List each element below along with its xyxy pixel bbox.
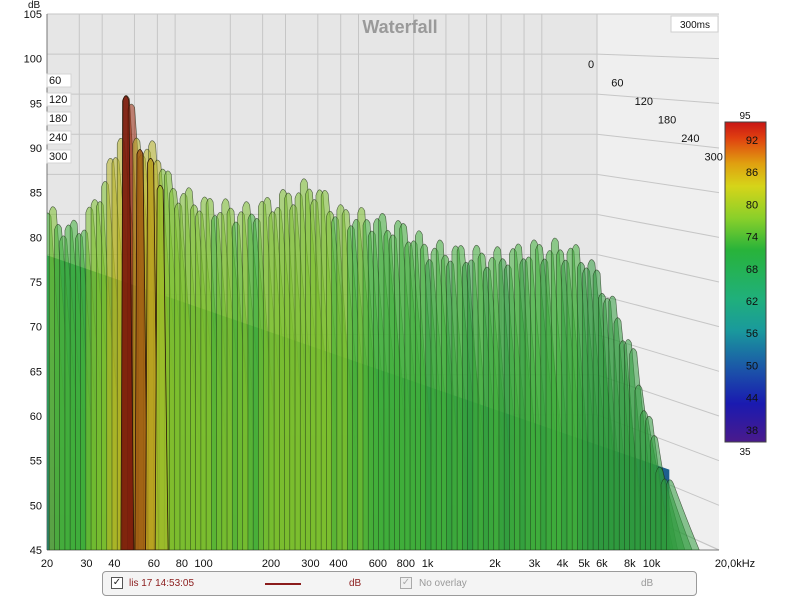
x-tick-label: 3k (529, 558, 541, 570)
colorbar: 95 35 92 86 80 74 68 62 56 50 44 38 (724, 111, 767, 458)
x-tick-label: 10k (643, 558, 661, 570)
y-tick-label: 60 (30, 411, 42, 423)
measurement-label: lis 17 14:53:05 (129, 578, 195, 589)
x-tick-label: 30 (80, 558, 92, 570)
overlay-label: No overlay (419, 578, 467, 589)
time-tick-box (46, 111, 72, 126)
time-tick-label: 60 (49, 75, 61, 87)
surface-peak (154, 184, 169, 550)
x-tick-label: 20,0kHz (715, 558, 755, 570)
colorbar-tick-label: 44 (746, 393, 758, 405)
colorbar-gradient (724, 121, 767, 443)
overlay-unit: dB (641, 578, 654, 589)
y-tick-label: 85 (30, 188, 42, 200)
x-tick-label: 8k (624, 558, 636, 570)
colorbar-min: 35 (739, 447, 751, 458)
x-tick-label: 40 (108, 558, 120, 570)
grid-side-line (596, 173, 720, 194)
x-tick-label: 800 (397, 558, 415, 570)
y-tick-label: 65 (30, 366, 42, 378)
colorbar-tick-label: 38 (746, 425, 758, 437)
y-tick-label: 45 (30, 545, 42, 557)
grid-side-line (596, 53, 720, 60)
colorbar-tick-label: 80 (746, 199, 758, 211)
time-tick-label: 300 (49, 151, 67, 163)
colorbar-tick-label: 92 (746, 135, 758, 147)
colorbar-ticks: 92 86 80 74 68 62 56 50 44 38 (746, 135, 758, 437)
y-tick-label: 55 (30, 456, 42, 468)
grid-side-line (596, 294, 720, 328)
grid-side-line (596, 133, 720, 149)
colorbar-tick-label: 68 (746, 264, 758, 276)
time-tick-label: 240 (681, 133, 699, 145)
x-axis-ticks: 20 30 40 60 80 100 200 300 400 600 800 1k 2k 3k 4k 5k 6k… (41, 558, 755, 570)
y-tick-label: 75 (30, 277, 42, 289)
time-tick-label: 240 (49, 132, 67, 144)
time-tick-label: 120 (635, 96, 653, 108)
x-tick-label: 6k (596, 558, 608, 570)
y-tick-label: 95 (30, 98, 42, 110)
surface-peak (120, 95, 135, 550)
time-tick-box (46, 130, 72, 145)
y-tick-label: 90 (30, 143, 42, 155)
colorbar-tick-label: 50 (746, 360, 758, 372)
x-tick-label: 1k (422, 558, 434, 570)
x-tick-label: 2k (489, 558, 501, 570)
y-tick-label: 70 (30, 322, 42, 334)
waterfall-surface (47, 95, 700, 550)
time-tick-label: 180 (49, 113, 67, 125)
time-tick-label: 0 (588, 59, 594, 71)
y-tick-label: 105 (24, 9, 42, 21)
time-label-box: 300ms (670, 15, 719, 33)
x-tick-label: 20 (41, 558, 53, 570)
x-tick-label: 60 (148, 558, 160, 570)
measurement-checkbox[interactable]: ✓ (111, 577, 123, 589)
chart-title: Waterfall (362, 17, 437, 37)
x-tick-label: 100 (194, 558, 212, 570)
time-tick-label: 60 (611, 78, 623, 90)
time-tick-box (46, 149, 72, 164)
surface-ridge (666, 479, 700, 550)
y-axis-ticks: 45 50 55 60 65 70 75 80 85 90 95 100 105 (24, 9, 42, 557)
x-tick-label: 200 (262, 558, 280, 570)
x-tick-label: 5k (578, 558, 590, 570)
grid-side-line (596, 254, 720, 283)
time-tick-label: 180 (658, 115, 676, 127)
y-tick-label: 50 (30, 500, 42, 512)
legend-bar: ✓ lis 17 14:53:05 dB ✓ No overlay dB (102, 571, 697, 596)
x-tick-label: 300 (301, 558, 319, 570)
y-tick-label: 100 (24, 54, 42, 66)
time-tick-label: 300 (705, 152, 723, 164)
time-tick-box (46, 73, 72, 88)
grid-side-line (596, 213, 720, 238)
time-tick-label: 120 (49, 94, 67, 106)
colorbar-max: 95 (739, 111, 751, 122)
x-tick-label: 400 (329, 558, 347, 570)
grid-side-line (596, 93, 720, 104)
measurement-unit: dB (349, 578, 362, 589)
y-axis-label: dB (28, 0, 41, 11)
x-tick-label: 80 (176, 558, 188, 570)
colorbar-tick-label: 74 (746, 232, 758, 244)
time-label: 300ms (680, 20, 710, 31)
x-tick-label: 600 (369, 558, 387, 570)
time-ticks-left: 60 120 180 240 300 (46, 73, 72, 164)
x-tick-label: 4k (557, 558, 569, 570)
time-tick-box (46, 92, 72, 107)
measurement-line-swatch (265, 583, 301, 585)
time-ticks-right: 0 60 120 180 240 300 (588, 59, 723, 164)
y-tick-label: 80 (30, 232, 42, 244)
surface-peak (134, 149, 149, 550)
colorbar-tick-label: 86 (746, 167, 758, 179)
overlay-checkbox[interactable]: ✓ (400, 577, 412, 589)
colorbar-tick-label: 62 (746, 296, 758, 308)
colorbar-tick-label: 56 (746, 328, 758, 340)
